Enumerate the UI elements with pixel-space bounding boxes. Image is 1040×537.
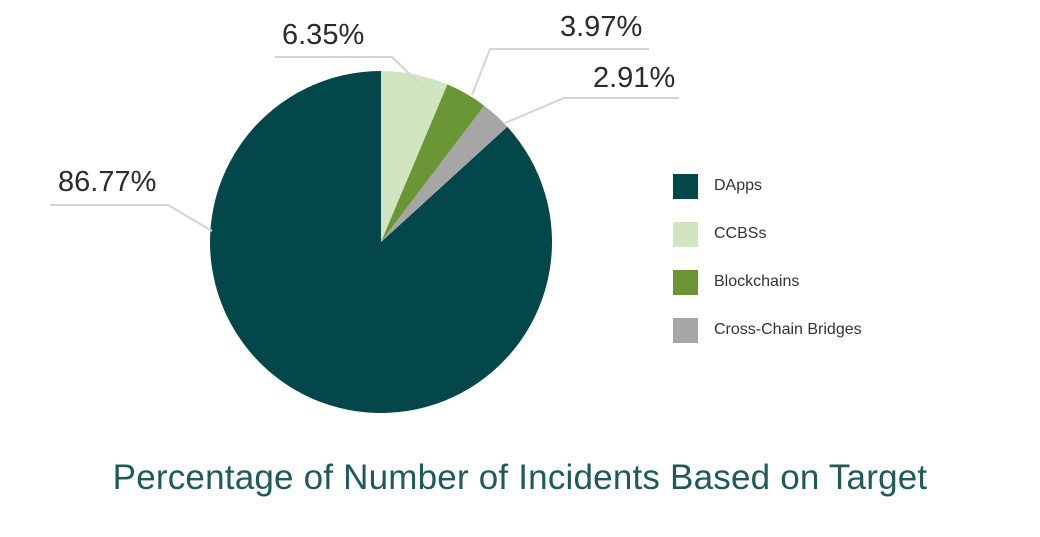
legend-swatch-dapps [673,173,698,199]
legend-label-blockchains: Blockchains [714,273,800,290]
leader-line-dapps [50,204,213,232]
legend-item-dapps: DApps [673,173,933,199]
pie-slice-blockchains [381,84,485,242]
legend-swatch-ccbss [673,221,698,247]
legend-swatch-blockchains [673,269,698,295]
data-label-blockchains: 3.97% [560,11,642,43]
pie-slice-ccbss [381,71,448,242]
data-label-ccbss: 6.35% [282,19,364,51]
legend-item-ccbss: CCBSs [673,221,933,247]
legend-item-blockchains: Blockchains [673,269,933,295]
leader-line-cross-chain-bridges [504,97,679,124]
legend-item-cross-chain-bridges: Cross-Chain Bridges [673,317,933,343]
legend-swatch-cross-chain-bridges [673,317,698,343]
data-label-dapps: 86.77% [58,166,156,198]
legend-label-ccbss: CCBSs [714,225,767,242]
pie-slice-cross-chain-bridges [381,105,508,242]
leader-line-ccbss [275,56,419,83]
data-label-cross-chain-bridges: 2.91% [593,62,675,94]
legend-label-cross-chain-bridges: Cross-Chain Bridges [714,321,862,338]
chart-legend: DApps CCBSs Blockchains Cross-Chain Brid… [673,173,933,365]
legend-label-dapps: DApps [714,177,763,194]
leader-line-blockchains [471,48,649,96]
chart-title: Percentage of Number of Incidents Based … [112,458,928,497]
